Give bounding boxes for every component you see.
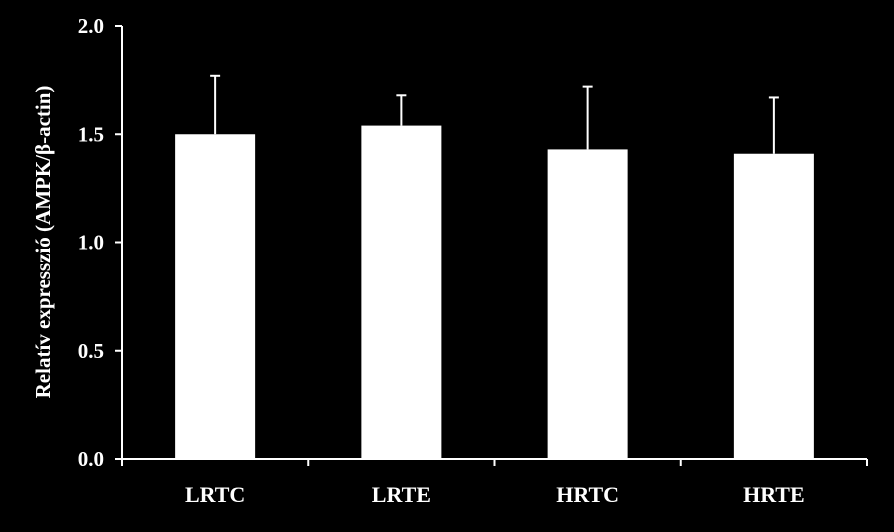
axes-layer	[115, 25, 868, 466]
x-tick-label-lrtc: LRTC	[185, 482, 245, 507]
bars-layer	[175, 74, 814, 460]
y-tick-label: 0.0	[78, 447, 104, 471]
y-tick-label: 1.0	[78, 231, 104, 255]
bar-hrtc	[547, 149, 628, 459]
x-tick-label-hrtc: HRTC	[556, 482, 619, 507]
bar-lrte	[361, 125, 442, 459]
y-tick-label: 0.5	[78, 339, 104, 363]
x-tick-label-hrte: HRTE	[743, 482, 805, 507]
bar-lrtc	[175, 134, 256, 459]
y-axis-title: Relatív expresszió (AMPK/β-actin)	[31, 86, 55, 399]
x-tick-label-lrte: LRTE	[372, 482, 431, 507]
y-tick-label: 1.5	[78, 122, 104, 146]
bar-hrte	[733, 153, 814, 460]
y-tick-label: 2.0	[78, 14, 104, 38]
labels-layer: LRTC LRTE HRTC HRTE 0.0 0.5 1.0 1.5 2.0	[78, 14, 805, 507]
